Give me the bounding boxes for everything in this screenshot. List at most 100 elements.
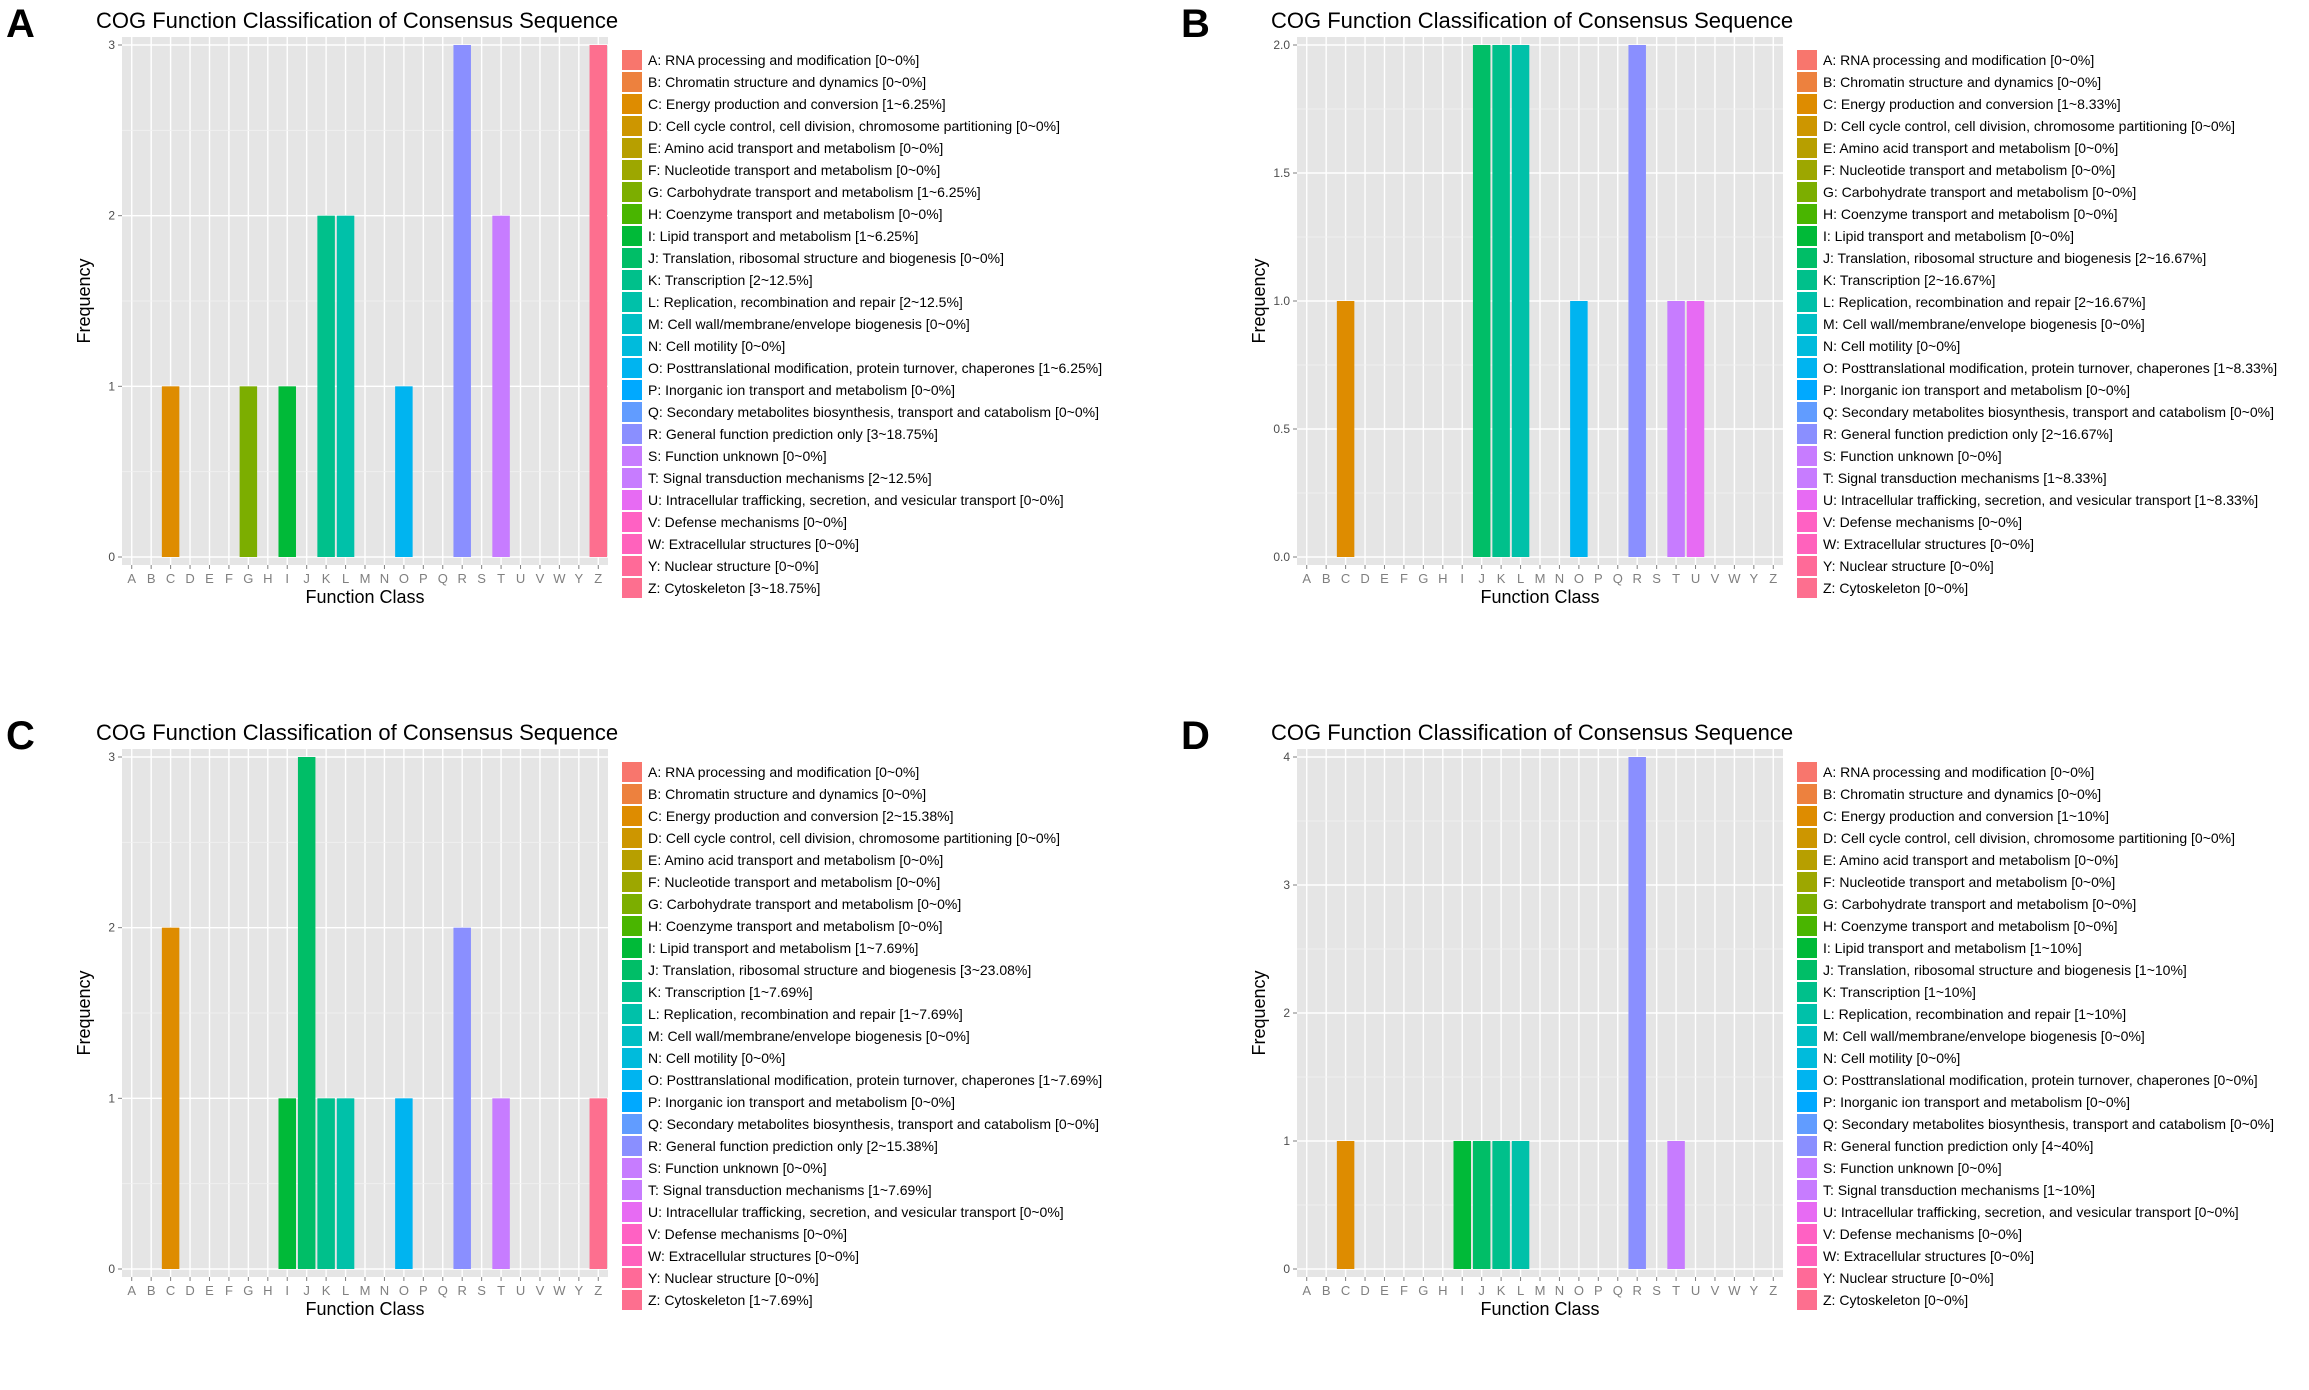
legend-label: V: Defense mechanisms [0~0%] bbox=[648, 1226, 848, 1242]
legend-label: U: Intracellular trafficking, secretion,… bbox=[648, 1204, 1064, 1220]
legend-swatch bbox=[622, 314, 642, 334]
x-tick-label: C bbox=[166, 571, 175, 586]
x-tick-label: B bbox=[1322, 1283, 1331, 1298]
legend-label: L: Replication, recombination and repair… bbox=[648, 1006, 963, 1022]
legend-label: B: Chromatin structure and dynamics [0~0… bbox=[1823, 786, 2102, 802]
legend-swatch bbox=[1797, 1268, 1817, 1288]
legend-label: J: Translation, ribosomal structure and … bbox=[648, 250, 1005, 266]
x-tick-label: K bbox=[322, 571, 331, 586]
legend-swatch bbox=[1797, 850, 1817, 870]
bar-i bbox=[1453, 1141, 1471, 1269]
bar-c bbox=[1336, 1141, 1355, 1269]
legend-swatch bbox=[1797, 578, 1817, 598]
legend-label: Y: Nuclear structure [0~0%] bbox=[648, 558, 819, 574]
legend-swatch bbox=[622, 1158, 642, 1178]
legend-swatch bbox=[622, 336, 642, 356]
legend-label: Z: Cytoskeleton [0~0%] bbox=[1823, 1292, 1969, 1308]
chart-title: COG Function Classification of Consensus… bbox=[1271, 8, 1794, 33]
y-axis-title: Frequency bbox=[1249, 970, 1269, 1055]
x-tick-label: O bbox=[1574, 1283, 1584, 1298]
x-tick-label: I bbox=[1460, 571, 1464, 586]
bar-j bbox=[1472, 1141, 1491, 1269]
legend-swatch bbox=[622, 916, 642, 936]
y-tick-label: 0 bbox=[1283, 1262, 1290, 1276]
legend-label: K: Transcription [2~16.67%] bbox=[1823, 272, 1996, 288]
bar-chart: 0 1 2 3 A B C D E F G H I J K L M N O P Q R S T U V W Y Z Function Cl… bbox=[74, 749, 608, 1319]
legend-label: H: Coenzyme transport and metabolism [0~… bbox=[1823, 206, 2118, 222]
legend-swatch bbox=[1797, 1246, 1817, 1266]
x-tick-label: Z bbox=[1769, 1283, 1777, 1298]
bar-chart: 0 1 2 3 A B C D E F G H I J K L M N O P Q R S T U V W Y Z Function Cl… bbox=[74, 37, 608, 607]
chart-title: COG Function Classification of Consensus… bbox=[1271, 720, 1794, 745]
x-tick-label: Y bbox=[575, 571, 584, 586]
x-tick-label: R bbox=[1633, 571, 1642, 586]
x-tick-label: H bbox=[1438, 1283, 1447, 1298]
legend-swatch bbox=[1797, 490, 1817, 510]
legend-swatch bbox=[1797, 72, 1817, 92]
x-tick-label: J bbox=[1478, 571, 1485, 586]
bar-r bbox=[1628, 45, 1646, 557]
x-tick-label: Z bbox=[1769, 571, 1777, 586]
x-tick-label: A bbox=[127, 1283, 136, 1298]
y-tick-label: 2 bbox=[108, 921, 115, 935]
x-tick-label: N bbox=[380, 571, 389, 586]
legend-swatch bbox=[622, 248, 642, 268]
x-tick-label: F bbox=[1400, 571, 1408, 586]
y-tick-label: 0 bbox=[108, 1262, 115, 1276]
legend-label: H: Coenzyme transport and metabolism [0~… bbox=[1823, 918, 2118, 934]
x-tick-label: A bbox=[1302, 1283, 1311, 1298]
x-tick-label: I bbox=[1460, 1283, 1464, 1298]
legend-swatch bbox=[1797, 916, 1817, 936]
panel-label: B bbox=[1181, 2, 1210, 46]
legend-swatch bbox=[622, 50, 642, 70]
bar-o bbox=[395, 386, 413, 557]
x-tick-label: P bbox=[1594, 571, 1603, 586]
legend-swatch bbox=[622, 806, 642, 826]
legend-label: V: Defense mechanisms [0~0%] bbox=[1823, 514, 2023, 530]
legend-swatch bbox=[1797, 894, 1817, 914]
x-tick-label: W bbox=[1728, 1283, 1741, 1298]
x-tick-label: V bbox=[536, 571, 545, 586]
legend-swatch bbox=[1797, 784, 1817, 804]
legend-label: A: RNA processing and modification [0~0%… bbox=[648, 764, 920, 780]
legend-label: I: Lipid transport and metabolism [1~6.2… bbox=[648, 228, 919, 244]
legend-label: G: Carbohydrate transport and metabolism… bbox=[648, 184, 981, 200]
x-tick-label: D bbox=[1360, 571, 1369, 586]
legend-swatch bbox=[622, 182, 642, 202]
legend-swatch bbox=[622, 1092, 642, 1112]
x-tick-label: D bbox=[185, 1283, 194, 1298]
legend-label: K: Transcription [1~10%] bbox=[1823, 984, 1976, 1000]
legend-label: J: Translation, ribosomal structure and … bbox=[1823, 250, 2207, 266]
legend-swatch bbox=[622, 1114, 642, 1134]
x-tick-label: Q bbox=[438, 1283, 448, 1298]
legend-label: R: General function prediction only [2~1… bbox=[648, 1138, 938, 1154]
x-tick-label: Q bbox=[1613, 571, 1623, 586]
x-tick-label: F bbox=[225, 1283, 233, 1298]
legend-label: F: Nucleotide transport and metabolism [… bbox=[648, 874, 941, 890]
legend-label: A: RNA processing and modification [0~0%… bbox=[1823, 764, 2095, 780]
legend-label: R: General function prediction only [3~1… bbox=[648, 426, 938, 442]
legend-label: E: Amino acid transport and metabolism [… bbox=[1823, 852, 2119, 868]
bar-c bbox=[161, 927, 180, 1269]
legend-swatch bbox=[622, 556, 642, 576]
legend-label: A: RNA processing and modification [0~0%… bbox=[1823, 52, 2095, 68]
legend-swatch bbox=[622, 1202, 642, 1222]
legend-label: D: Cell cycle control, cell division, ch… bbox=[1823, 118, 2236, 134]
legend-swatch bbox=[622, 1004, 642, 1024]
legend-label: T: Signal transduction mechanisms [1~7.6… bbox=[648, 1182, 932, 1198]
legend-label: P: Inorganic ion transport and metabolis… bbox=[648, 382, 956, 398]
legend-label: P: Inorganic ion transport and metabolis… bbox=[1823, 1094, 2131, 1110]
legend-swatch bbox=[1797, 1114, 1817, 1134]
x-tick-label: Q bbox=[438, 571, 448, 586]
legend-swatch bbox=[622, 490, 642, 510]
legend-label: T: Signal transduction mechanisms [1~10%… bbox=[1823, 1182, 2095, 1198]
legend-label: E: Amino acid transport and metabolism [… bbox=[1823, 140, 2119, 156]
x-tick-label: C bbox=[1341, 571, 1350, 586]
legend-swatch bbox=[1797, 94, 1817, 114]
chart-title: COG Function Classification of Consensus… bbox=[96, 8, 619, 33]
legend-swatch bbox=[622, 938, 642, 958]
legend-swatch bbox=[1797, 1158, 1817, 1178]
legend-label: F: Nucleotide transport and metabolism [… bbox=[1823, 162, 2116, 178]
legend-swatch bbox=[1797, 872, 1817, 892]
x-axis-title: Function Class bbox=[305, 587, 424, 607]
